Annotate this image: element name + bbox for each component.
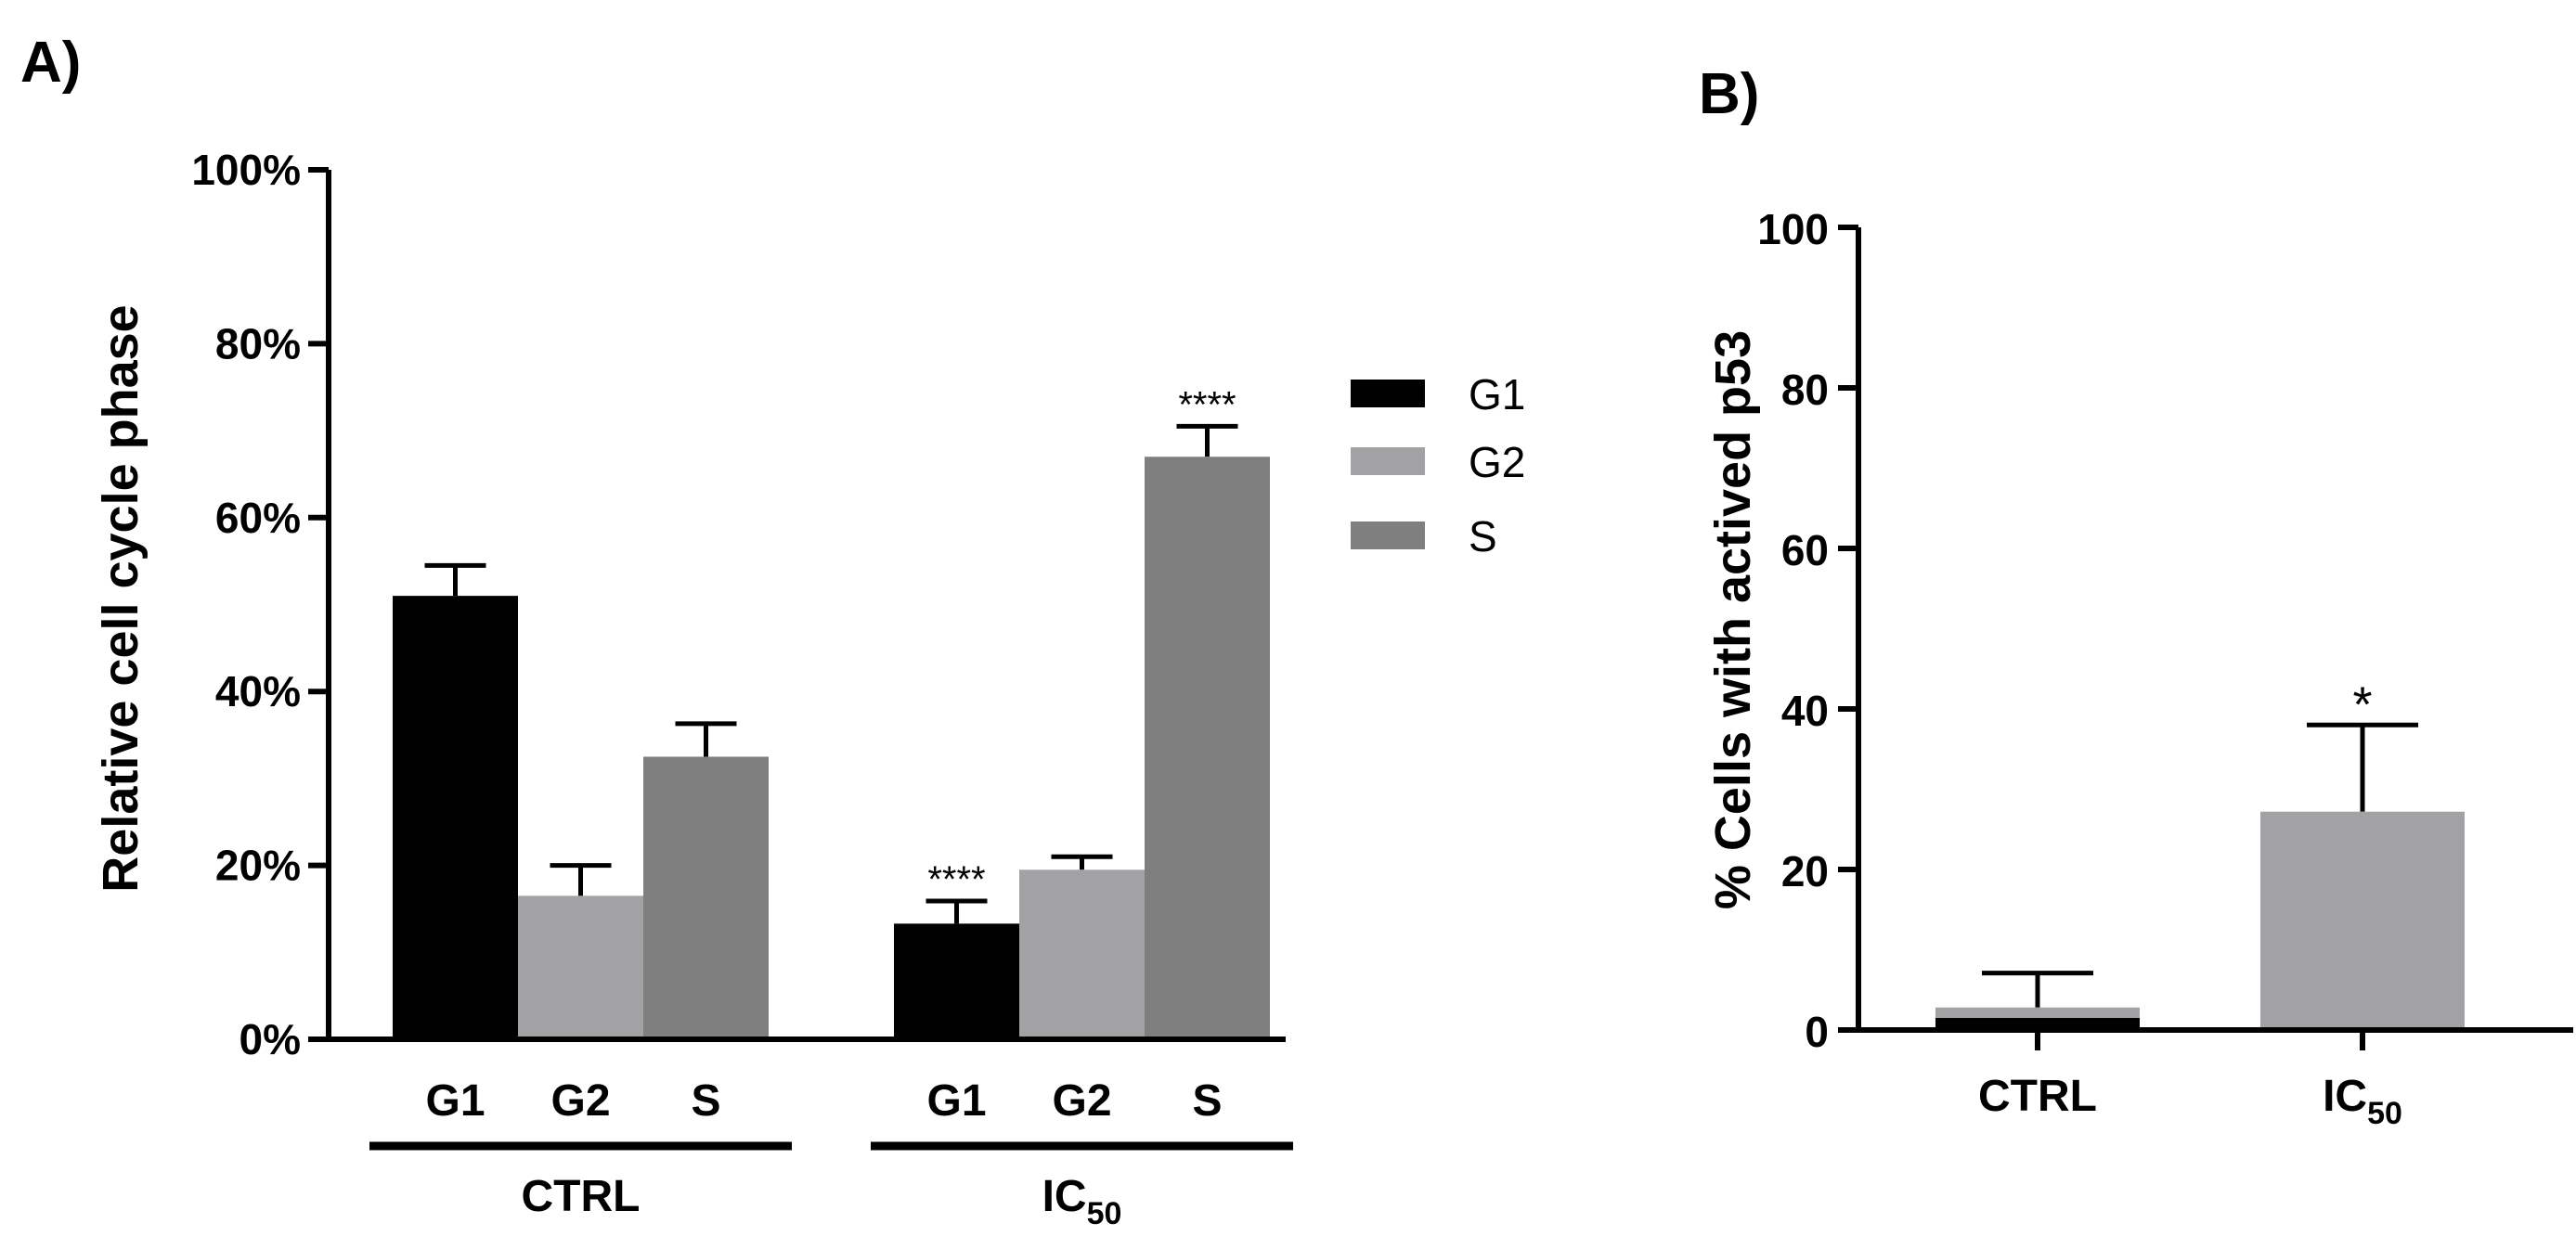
panel-a-legend-label: S	[1469, 512, 1497, 560]
panel-a-group-label-main: IC	[1042, 1172, 1087, 1221]
panel-a-category-label: S	[691, 1076, 720, 1126]
panel-a-group-label: CTRL	[522, 1172, 641, 1221]
panel-b-category-label-main: CTRL	[1978, 1072, 2097, 1121]
panel-a-bar	[393, 596, 518, 1039]
panel-b-category-label-main: IC	[2323, 1072, 2367, 1121]
panel-b-label: B)	[1699, 62, 1759, 126]
panel-b-bar	[2260, 811, 2465, 1030]
panel-b-category-label: CTRL	[1978, 1072, 2097, 1121]
panel-a-label: A)	[20, 31, 81, 95]
panel-a-y-tick-label: 80%	[215, 319, 301, 367]
panel-a-category-label: G2	[550, 1076, 610, 1126]
panel-b-y-tick-label: 20	[1781, 847, 1829, 895]
panel-a-category-label: G1	[425, 1076, 485, 1126]
panel-a-y-tick-label: 20%	[215, 842, 301, 890]
panel-a-category-label: G1	[926, 1076, 986, 1126]
panel-a-y-tick-label: 0%	[239, 1015, 301, 1063]
panel-b-y-tick-label: 0	[1805, 1008, 1829, 1056]
panel-a-bar	[643, 756, 769, 1039]
panel-a-legend-swatch	[1351, 521, 1425, 549]
panel-b-y-tick-label: 60	[1781, 526, 1829, 574]
panel-a-group-label: IC50	[1042, 1172, 1122, 1231]
panel-a-category-label: S	[1192, 1076, 1222, 1126]
panel-b-category-label: IC50	[2323, 1072, 2402, 1131]
panel-a-y-axis-title: Relative cell cycle phase	[93, 304, 149, 892]
panel-b-category-label-subscript: 50	[2367, 1096, 2402, 1131]
panel-a-significance-label: ****	[1178, 384, 1236, 425]
panel-a-group-label-main: CTRL	[522, 1172, 641, 1221]
panel-b-y-tick-label: 80	[1781, 366, 1829, 414]
panel-b-y-tick-label: 40	[1781, 687, 1829, 735]
panel-a-y-tick-label: 60%	[215, 494, 301, 542]
panel-b-inner-bar	[1935, 1018, 2140, 1030]
panel-a-legend-swatch	[1351, 380, 1425, 407]
panel-b-y-axis-title: % Cells with actived p53	[1705, 330, 1761, 909]
panel-a-bar	[518, 895, 643, 1039]
panel-b-y-tick-label: 100	[1757, 205, 1829, 253]
panel-a-group-label-subscript: 50	[1087, 1196, 1122, 1231]
panel-a-legend-label: G2	[1469, 438, 1525, 486]
panel-a-legend-label: G1	[1469, 370, 1525, 418]
panel-a-y-tick-label: 100%	[191, 146, 301, 194]
panel-b-significance-label: *	[2352, 676, 2372, 732]
panel-a-chart: Relative cell cycle phase 0% 20% 40% 60% 80%…	[93, 146, 1525, 1231]
panel-a-bar	[1019, 869, 1145, 1039]
panel-a-y-tick-label: 40%	[215, 667, 301, 715]
panel-a-bar	[1145, 457, 1270, 1040]
panel-a-category-label: G2	[1052, 1076, 1111, 1126]
panel-a-legend-swatch	[1351, 447, 1425, 475]
panel-a-bar	[894, 923, 1019, 1039]
panel-a-significance-label: ****	[927, 859, 985, 900]
